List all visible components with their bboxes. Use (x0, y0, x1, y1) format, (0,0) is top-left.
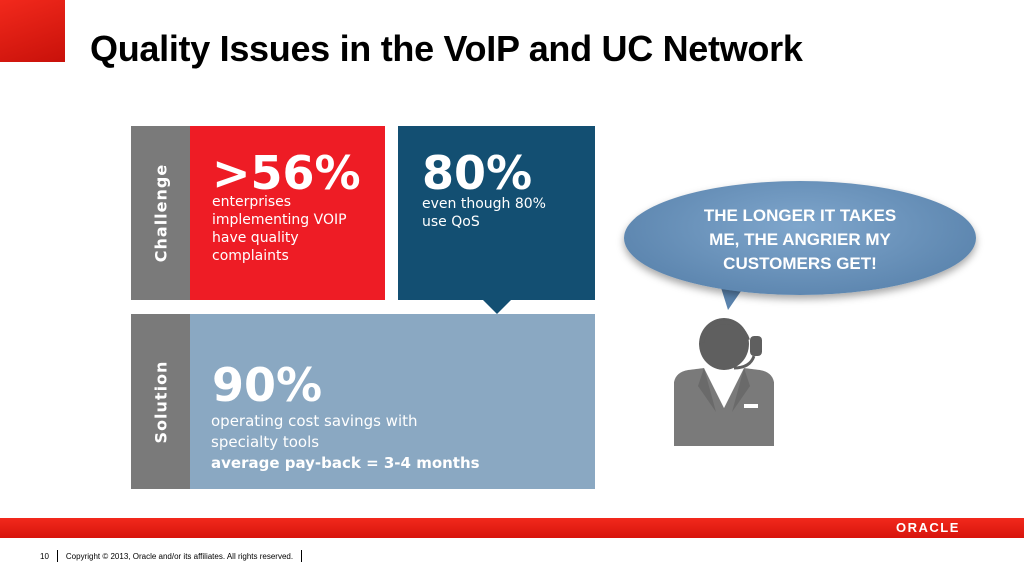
customer-service-agent-icon (674, 318, 774, 446)
page-number: 10 (40, 551, 49, 561)
footer-divider (301, 550, 303, 562)
stat-56-percent-box: >56% enterprises implementing VOIP have … (190, 126, 385, 300)
stat-56-line: complaints (212, 248, 289, 264)
stat-56-line: enterprises (212, 194, 292, 210)
solution-description: operating cost savings with specialty to… (211, 411, 480, 474)
payback-line: average pay-back = 3-4 months (211, 454, 480, 472)
challenge-label-bar: Challenge (131, 126, 190, 300)
solution-box: 90% operating cost savings with specialt… (190, 314, 595, 489)
solution-line: operating cost savings with (211, 412, 418, 430)
speech-bubble-text: THE LONGER IT TAKES ME, THE ANGRIER MY C… (660, 204, 940, 276)
stat-56-line: have quality (212, 230, 299, 246)
stat-80-line: use QoS (422, 214, 480, 230)
bubble-line: ME, THE ANGRIER MY (709, 230, 891, 249)
corner-accent (0, 0, 65, 62)
bubble-line: THE LONGER IT TAKES (703, 206, 897, 225)
bubble-line: CUSTOMERS GET! (723, 254, 877, 273)
stat-80-description: even though 80% use QoS (422, 195, 546, 231)
solution-label-bar: Solution (131, 314, 190, 489)
stat-56-description: enterprises implementing VOIP have quali… (212, 193, 347, 265)
copyright-text: Copyright © 2013, Oracle and/or its affi… (65, 551, 294, 561)
stat-56-line: implementing VOIP (212, 212, 347, 228)
stat-80-line: even though 80% (422, 196, 546, 212)
speech-bubble (624, 181, 976, 295)
challenge-label: Challenge (151, 163, 170, 263)
stat-80-percent-box: 80% even though 80% use QoS (398, 126, 595, 300)
page-title: Quality Issues in the VoIP and UC Networ… (90, 28, 803, 69)
stat-56-value: >56% (212, 146, 361, 200)
solution-label: Solution (151, 360, 170, 443)
stat-90-value: 90% (212, 358, 323, 412)
solution-line: specialty tools (211, 433, 320, 451)
footer-divider (56, 550, 58, 562)
oracle-logo: ORACLE (896, 520, 960, 535)
footer-bar (0, 518, 1024, 538)
footer: 10 Copyright © 2013, Oracle and/or its a… (40, 550, 310, 562)
callout-notch (483, 300, 511, 314)
stat-80-value: 80% (422, 146, 533, 200)
